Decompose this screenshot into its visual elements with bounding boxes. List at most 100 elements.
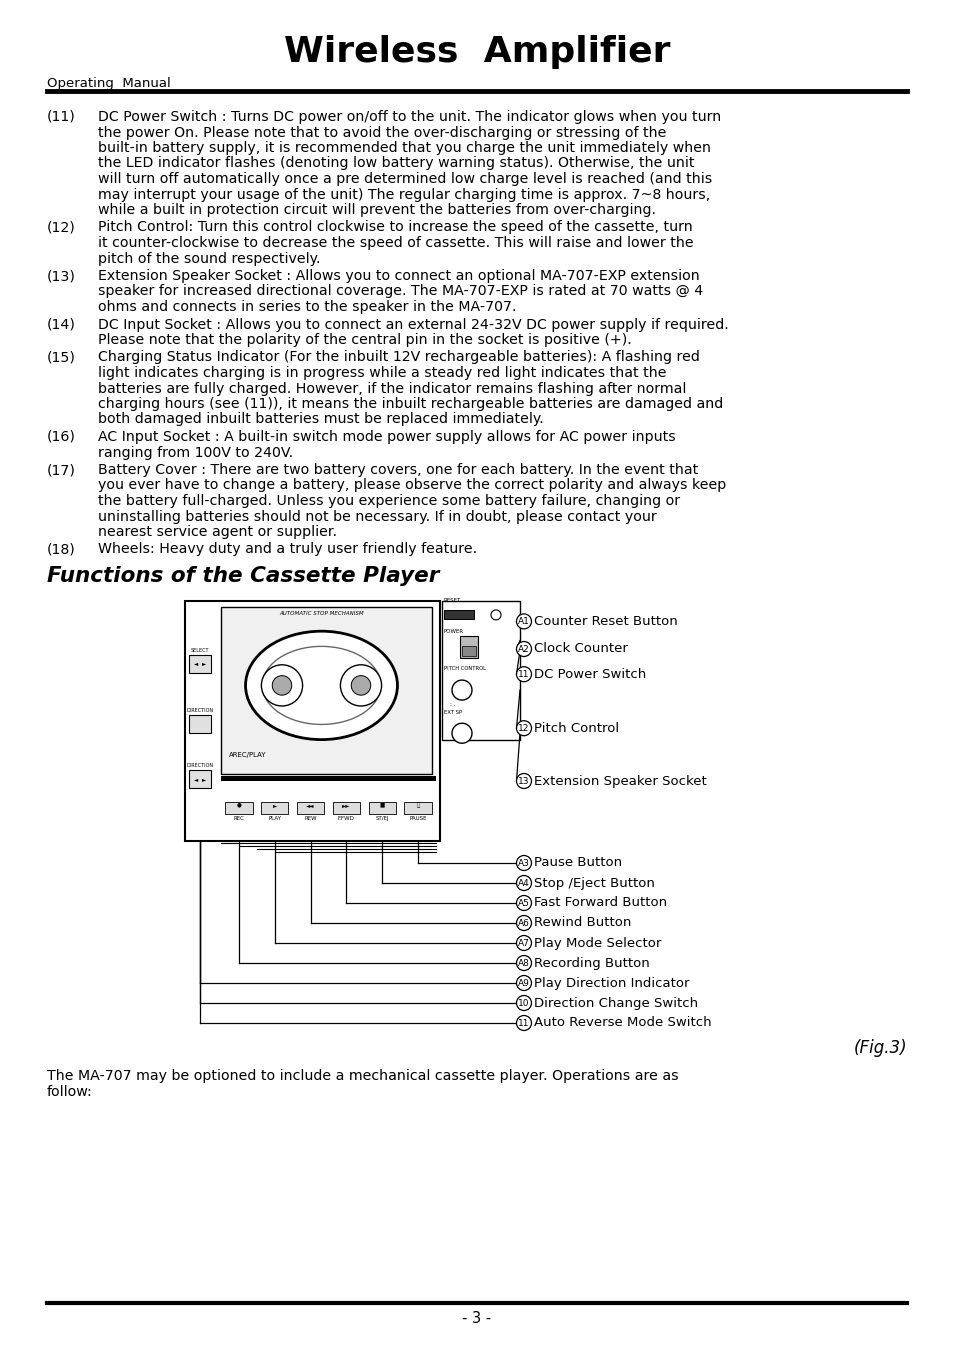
Text: Play Mode Selector: Play Mode Selector xyxy=(534,937,660,949)
Bar xyxy=(221,776,436,780)
Text: ►: ► xyxy=(202,662,206,666)
Text: Stop /Eject Button: Stop /Eject Button xyxy=(534,876,654,890)
Ellipse shape xyxy=(262,647,380,724)
Text: ◄: ◄ xyxy=(193,776,198,782)
Bar xyxy=(404,802,432,814)
Text: batteries are fully charged. However, if the indicator remains flashing after no: batteries are fully charged. However, if… xyxy=(98,381,685,395)
Circle shape xyxy=(351,675,371,696)
Text: SELECT: SELECT xyxy=(191,648,209,652)
Bar xyxy=(443,609,474,619)
Text: The MA-707 may be optioned to include a mechanical cassette player. Operations a: The MA-707 may be optioned to include a … xyxy=(47,1069,678,1082)
Circle shape xyxy=(516,915,531,930)
Text: ●: ● xyxy=(236,803,241,807)
Circle shape xyxy=(516,642,531,656)
Text: nearest service agent or supplier.: nearest service agent or supplier. xyxy=(98,524,336,539)
Bar xyxy=(333,802,359,814)
Text: the power On. Please note that to avoid the over-discharging or stressing of the: the power On. Please note that to avoid … xyxy=(98,125,666,139)
Text: A2: A2 xyxy=(517,644,529,654)
Text: built-in battery supply, it is recommended that you charge the unit immediately : built-in battery supply, it is recommend… xyxy=(98,142,710,155)
Text: (12): (12) xyxy=(47,221,75,235)
Text: you ever have to change a battery, please observe the correct polarity and alway: you ever have to change a battery, pleas… xyxy=(98,479,725,492)
Circle shape xyxy=(516,875,531,891)
Text: ■: ■ xyxy=(379,803,384,807)
Circle shape xyxy=(516,856,531,871)
Circle shape xyxy=(516,613,531,630)
Text: ◄: ◄ xyxy=(193,662,198,666)
Circle shape xyxy=(516,895,531,910)
Text: follow:: follow: xyxy=(47,1085,92,1099)
Text: 11: 11 xyxy=(517,1019,529,1027)
Text: the battery full-charged. Unless you experience some battery failure, changing o: the battery full-charged. Unless you exp… xyxy=(98,493,679,508)
Bar xyxy=(441,601,519,740)
Text: Wireless  Amplifier: Wireless Amplifier xyxy=(283,35,670,69)
Text: 12: 12 xyxy=(517,724,529,733)
Text: A1: A1 xyxy=(517,617,529,625)
Text: RESET: RESET xyxy=(443,599,460,603)
Text: AUTOMATIC STOP MECHANISM: AUTOMATIC STOP MECHANISM xyxy=(279,611,363,616)
Bar xyxy=(459,635,477,658)
Text: ohms and connects in series to the speaker in the MA-707.: ohms and connects in series to the speak… xyxy=(98,301,516,314)
Bar xyxy=(461,646,476,655)
Text: Operating  Manual: Operating Manual xyxy=(47,77,171,90)
Text: A5: A5 xyxy=(517,899,529,907)
Text: pitch of the sound respectively.: pitch of the sound respectively. xyxy=(98,252,320,266)
Text: (17): (17) xyxy=(47,462,76,477)
Circle shape xyxy=(516,667,531,682)
Text: PLAY: PLAY xyxy=(268,817,281,821)
Text: the LED indicator flashes (denoting low battery warning status). Otherwise, the : the LED indicator flashes (denoting low … xyxy=(98,156,694,170)
Text: (11): (11) xyxy=(47,111,75,124)
Text: (18): (18) xyxy=(47,542,75,557)
Text: DIRECTION: DIRECTION xyxy=(186,708,213,713)
Text: (Fig.3): (Fig.3) xyxy=(853,1039,906,1057)
Circle shape xyxy=(516,774,531,789)
Circle shape xyxy=(491,609,500,620)
Text: Play Direction Indicator: Play Direction Indicator xyxy=(534,976,689,989)
Text: Pause Button: Pause Button xyxy=(534,856,621,869)
Text: ►: ► xyxy=(202,776,206,782)
Text: A9: A9 xyxy=(517,979,529,988)
Text: Extension Speaker Socket: Extension Speaker Socket xyxy=(534,775,706,787)
Text: Please note that the polarity of the central pin in the socket is positive (+).: Please note that the polarity of the cen… xyxy=(98,333,631,346)
Text: Counter Reset Button: Counter Reset Button xyxy=(534,615,677,628)
Bar xyxy=(261,802,288,814)
Text: DC Power Switch : Turns DC power on/off to the unit. The indicator glows when yo: DC Power Switch : Turns DC power on/off … xyxy=(98,111,720,124)
Text: Pitch Control: Turn this control clockwise to increase the speed of the cassette: Pitch Control: Turn this control clockwi… xyxy=(98,221,692,235)
Text: Battery Cover : There are two battery covers, one for each battery. In the event: Battery Cover : There are two battery co… xyxy=(98,462,698,477)
Text: 10: 10 xyxy=(517,999,529,1007)
Text: PITCH CONTROL: PITCH CONTROL xyxy=(443,666,485,671)
Text: REC: REC xyxy=(233,817,244,821)
Text: - 3 -: - 3 - xyxy=(462,1312,491,1326)
Text: (13): (13) xyxy=(47,270,76,283)
Text: A7: A7 xyxy=(517,938,529,948)
Text: (15): (15) xyxy=(47,350,76,364)
Text: Extension Speaker Socket : Allows you to connect an optional MA-707-EXP extensio: Extension Speaker Socket : Allows you to… xyxy=(98,270,699,283)
Circle shape xyxy=(516,956,531,971)
Bar xyxy=(189,714,211,733)
Text: Auto Reverse Mode Switch: Auto Reverse Mode Switch xyxy=(534,1016,711,1030)
Bar xyxy=(185,601,439,841)
Bar xyxy=(189,655,211,673)
Text: ST/EJ: ST/EJ xyxy=(375,817,389,821)
Ellipse shape xyxy=(245,631,397,740)
Text: both damaged inbuilt batteries must be replaced immediately.: both damaged inbuilt batteries must be r… xyxy=(98,412,543,426)
Text: Wheels: Heavy duty and a truly user friendly feature.: Wheels: Heavy duty and a truly user frie… xyxy=(98,542,476,557)
Text: A6: A6 xyxy=(517,918,529,927)
Text: ►►: ►► xyxy=(342,803,351,807)
Text: REW: REW xyxy=(304,817,316,821)
Text: light indicates charging is in progress while a steady red light indicates that : light indicates charging is in progress … xyxy=(98,367,666,380)
Circle shape xyxy=(516,976,531,991)
Text: 11: 11 xyxy=(517,670,529,678)
Bar xyxy=(189,770,211,789)
Text: uninstalling batteries should not be necessary. If in doubt, please contact your: uninstalling batteries should not be nec… xyxy=(98,510,656,523)
Circle shape xyxy=(272,675,292,696)
Bar xyxy=(296,802,324,814)
Circle shape xyxy=(340,665,381,706)
Text: ⏸: ⏸ xyxy=(416,802,419,809)
Text: 13: 13 xyxy=(517,776,529,786)
Text: it counter-clockwise to decrease the speed of cassette. This will raise and lowe: it counter-clockwise to decrease the spe… xyxy=(98,236,693,249)
Text: may interrupt your usage of the unit) The regular charging time is approx. 7~8 h: may interrupt your usage of the unit) Th… xyxy=(98,187,709,201)
Text: A8: A8 xyxy=(517,958,529,968)
Text: (14): (14) xyxy=(47,318,76,332)
Text: Pitch Control: Pitch Control xyxy=(534,721,618,735)
Circle shape xyxy=(516,721,531,736)
